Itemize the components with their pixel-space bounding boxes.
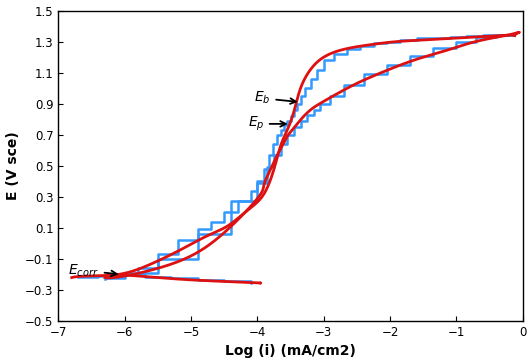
Text: $E_{corr}$: $E_{corr}$ bbox=[69, 262, 117, 279]
Text: $E_b$: $E_b$ bbox=[254, 90, 296, 106]
Y-axis label: E (V sce): E (V sce) bbox=[5, 131, 20, 200]
Text: $E_p$: $E_p$ bbox=[247, 115, 286, 133]
X-axis label: Log (i) (mA/cm2): Log (i) (mA/cm2) bbox=[225, 344, 356, 359]
